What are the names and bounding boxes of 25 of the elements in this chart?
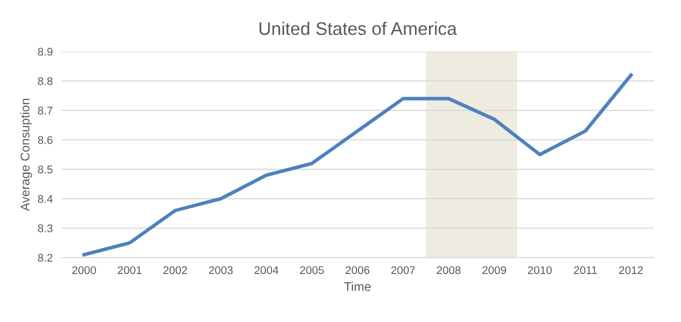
line-series [82, 73, 633, 256]
x-axis-title: Time [344, 282, 371, 292]
x-tick-label: 2012 [619, 266, 643, 274]
x-tick-label: 2007 [391, 266, 415, 274]
y-tick-label: 8.2 [38, 254, 52, 262]
x-tick-label: 2008 [436, 266, 461, 274]
x-tick-label: 2000 [72, 266, 96, 274]
x-tick-label: 2004 [254, 266, 278, 274]
y-tick-label: 8.6 [38, 136, 52, 144]
y-tick-label: 8.3 [38, 224, 52, 232]
x-tick-label: 2005 [300, 266, 324, 274]
chart-title: United States of America [260, 22, 457, 36]
x-tick-label: 2011 [574, 266, 597, 274]
x-tick-label: 2006 [346, 266, 370, 274]
y-tick-label: 8.8 [38, 77, 52, 86]
x-tick-label: 2001 [118, 266, 142, 274]
y-tick-label: 8.4 [38, 194, 53, 203]
x-tick-label: 2002 [163, 266, 188, 274]
y-tick-label: 8.7 [38, 106, 52, 115]
x-tick-label: 2003 [209, 266, 233, 274]
x-tick-label: 2009 [482, 266, 506, 274]
x-tick-label: 2010 [528, 266, 552, 274]
y-tick-label: 8.5 [38, 166, 52, 174]
y-axis-title: Average Consuption [20, 98, 32, 212]
y-tick-label: 8.9 [38, 48, 52, 56]
